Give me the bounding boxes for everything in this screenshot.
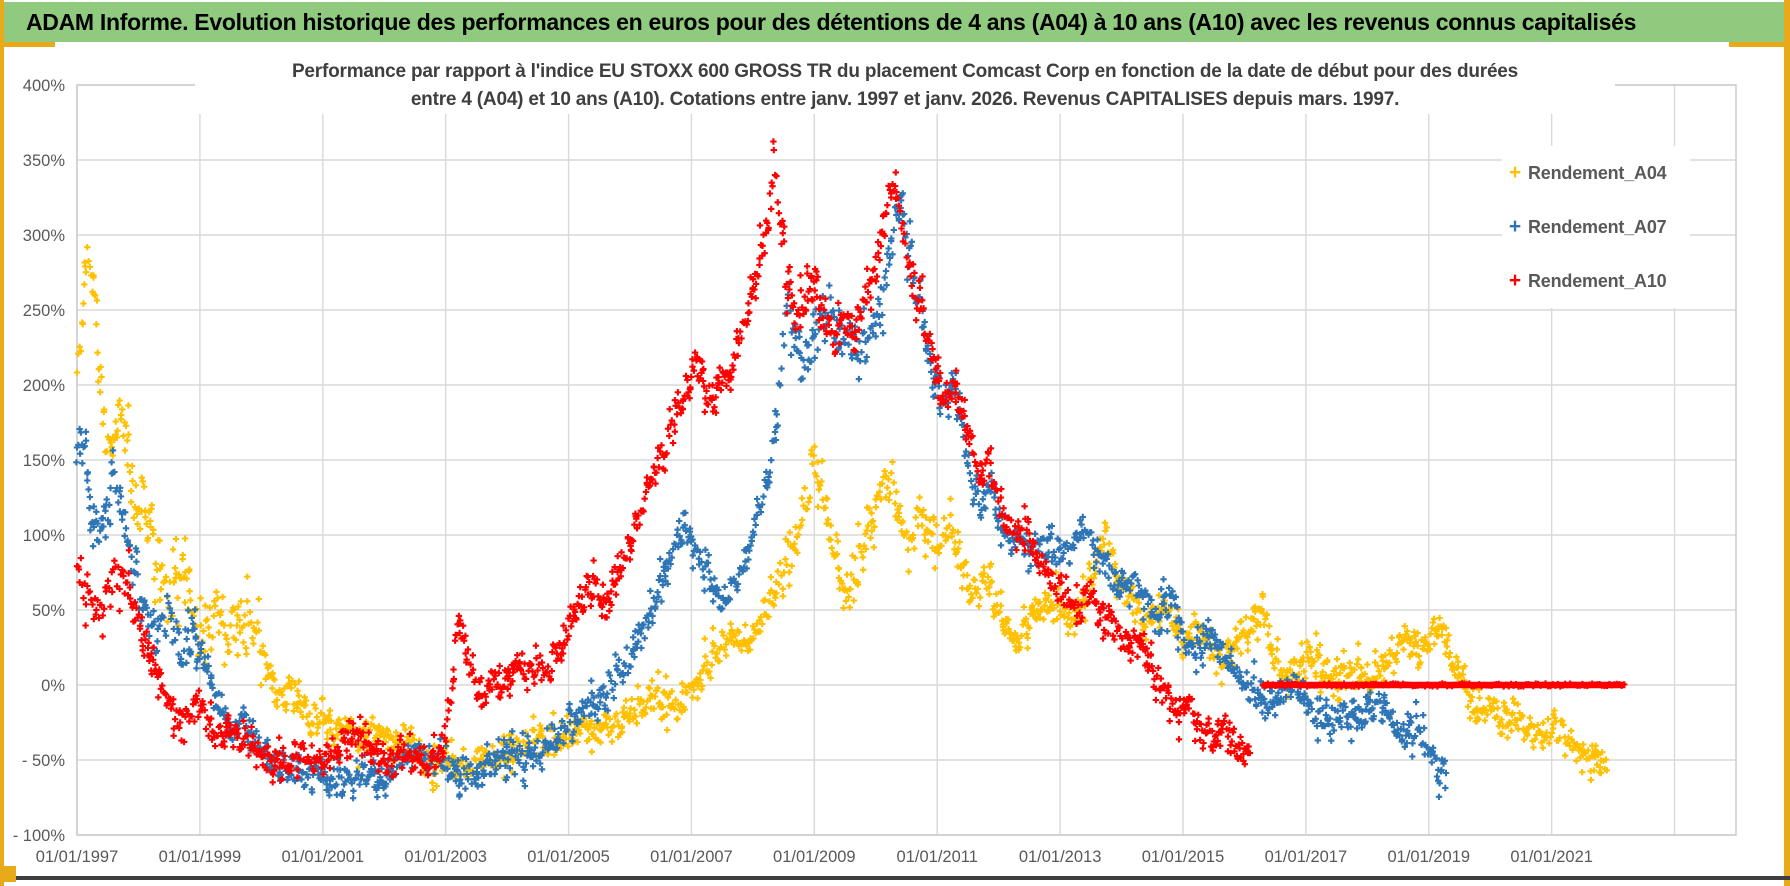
page-corner-accent [0,866,16,882]
y-axis-label: 300% [23,227,66,245]
legend-item-rendement-a04[interactable]: + Rendement_A04 [1502,146,1690,200]
flat-zero-line-markers [1259,680,1628,690]
x-axis-label: 01/01/2003 [404,848,487,866]
y-axis-label: 50% [32,602,65,620]
y-axis-label: 400% [23,77,66,95]
plus-marker-icon: + [1508,269,1522,292]
header-bar: ADAM Informe. Evolution historique des p… [0,2,1784,42]
legend-item-rendement-a10[interactable]: + Rendement_A10 [1502,254,1690,308]
plus-marker-icon: + [1508,161,1522,184]
legend: + Rendement_A04 + Rendement_A07 + Rendem… [1502,146,1690,308]
y-axis-label: 350% [23,152,66,170]
header-title: ADAM Informe. Evolution historique des p… [26,8,1637,35]
x-axis-label: 01/01/1997 [36,848,119,866]
y-axis-label: 250% [23,302,66,320]
x-axis-label: 01/01/2013 [1019,848,1102,866]
series-rendement_a10-points [73,138,1254,786]
chart-title-line1: Performance par rapport à l'indice EU ST… [195,58,1615,86]
x-axis-label: 01/01/2005 [527,848,610,866]
x-axis-label: 01/01/1999 [159,848,242,866]
chart-title-line2: entre 4 (A04) et 10 ans (A10). Cotations… [195,86,1615,114]
legend-item-label: Rendement_A10 [1528,270,1667,291]
y-axis-label: 100% [23,527,66,545]
y-axis-label: - 100% [13,827,66,845]
header-accent-left [0,42,55,47]
page-border-right [1784,0,1790,886]
header-accent-right [1729,42,1784,47]
x-axis-label: 01/01/2017 [1265,848,1348,866]
x-axis-label: 01/01/2011 [897,848,978,866]
legend-item-rendement-a07[interactable]: + Rendement_A07 [1502,200,1690,254]
page-border-left [0,0,4,886]
x-axis-label: 01/01/2007 [650,848,733,866]
legend-item-label: Rendement_A04 [1528,162,1667,183]
x-axis-label: 01/01/2019 [1387,848,1470,866]
plus-marker-icon: + [1508,215,1522,238]
legend-item-label: Rendement_A07 [1528,216,1667,237]
x-axis-label: 01/01/2009 [773,848,856,866]
series-rendement_a07-points [73,190,1450,802]
x-axis-label: 01/01/2015 [1142,848,1225,866]
y-axis-label: 150% [23,452,66,470]
y-axis-label: - 50% [22,752,65,770]
x-axis-label: 01/01/2021 [1510,848,1593,866]
series-rendement_a04-points [73,244,1610,794]
y-axis-label: 200% [23,377,66,395]
x-axis-label: 01/01/2001 [281,848,364,866]
y-axis-label: 0% [41,677,65,695]
page-border-bottom [0,876,1790,880]
